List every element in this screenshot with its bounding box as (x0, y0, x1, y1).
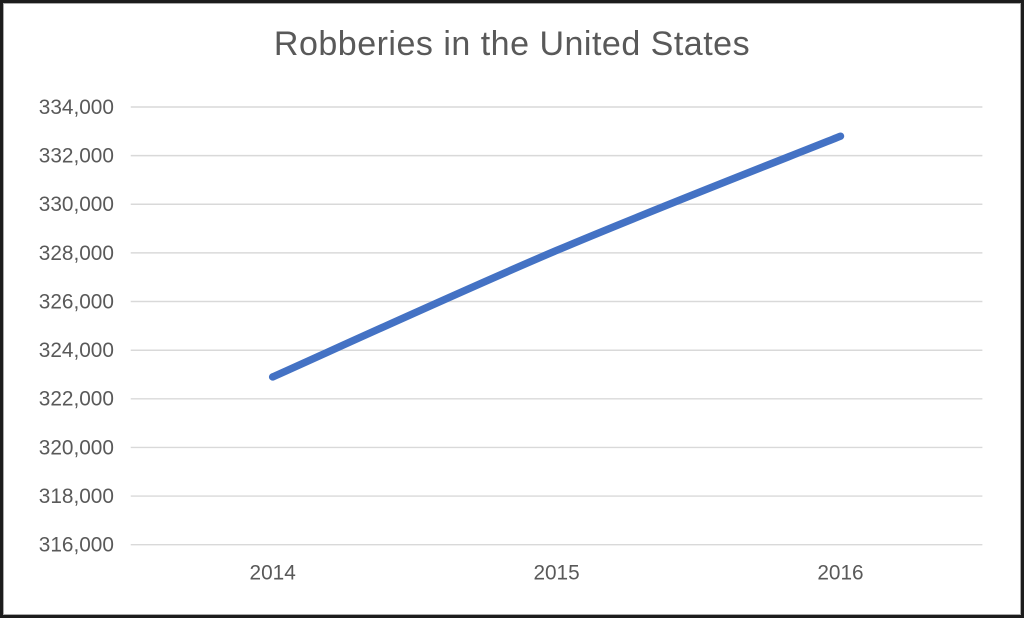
x-tick-label: 2016 (817, 561, 863, 584)
chart-title: Robberies in the United States (273, 25, 751, 63)
y-tick-label: 316,000 (39, 534, 114, 557)
y-tick-label: 332,000 (39, 145, 114, 168)
y-tick-label: 328,000 (39, 242, 114, 265)
y-tick-label: 318,000 (39, 485, 114, 508)
y-tick-label: 330,000 (39, 193, 114, 216)
y-tick-label: 326,000 (39, 290, 114, 313)
y-tick-label: 324,000 (39, 339, 114, 362)
x-tick-label: 2015 (533, 561, 579, 584)
y-tick-label: 320,000 (39, 436, 114, 459)
y-tick-label: 322,000 (39, 388, 114, 411)
data-series-line (268, 132, 845, 381)
plot-area: 316,000 318,000 320,000 322,000 324,000 326,0… (39, 96, 983, 584)
y-tick-label: 334,000 (39, 96, 114, 119)
x-tick-label: 2014 (250, 561, 296, 584)
